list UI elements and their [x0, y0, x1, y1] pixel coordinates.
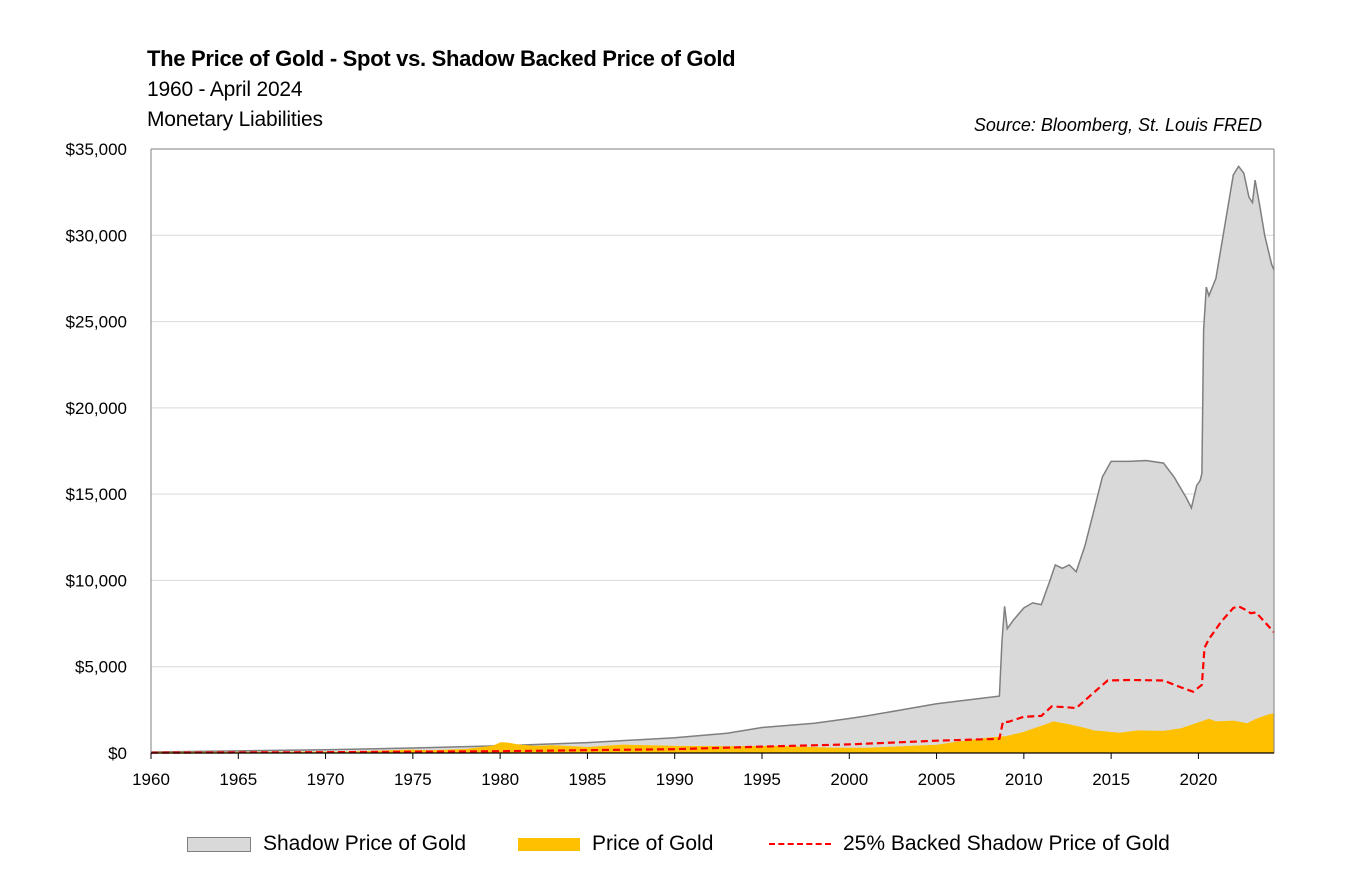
y-tick-label-4: $20,000	[66, 399, 127, 418]
series-shadow-price-area	[151, 166, 1274, 754]
x-tick-label-8: 2000	[830, 770, 868, 789]
x-tick-label-9: 2005	[918, 770, 956, 789]
x-tick-label-12: 2020	[1179, 770, 1217, 789]
x-tick-label-11: 2015	[1092, 770, 1130, 789]
x-tick-label-2: 1970	[307, 770, 345, 789]
source-note: Source: Bloomberg, St. Louis FRED	[973, 115, 1262, 135]
x-tick-label-7: 1995	[743, 770, 781, 789]
y-tick-label-2: $10,000	[66, 571, 127, 590]
x-tick-label-1: 1965	[219, 770, 257, 789]
y-tick-label-6: $30,000	[66, 226, 127, 245]
legend-swatch-backed-price	[769, 843, 831, 845]
chart-subtitle-liabilities: Monetary Liabilities	[147, 108, 323, 131]
series-shadow-price-line	[150, 164, 1275, 753]
legend-label-backed-price: 25% Backed Shadow Price of Gold	[843, 832, 1170, 855]
chart-title: The Price of Gold - Spot vs. Shadow Back…	[147, 46, 736, 71]
chart-subtitle-date-range: 1960 - April 2024	[147, 78, 303, 101]
legend-label-gold-price: Price of Gold	[592, 832, 714, 855]
y-tick-label-1: $5,000	[75, 658, 127, 677]
x-tick-label-3: 1975	[394, 770, 432, 789]
axes	[150, 148, 1275, 759]
legend-item-shadow-price: Shadow Price of Gold	[187, 832, 466, 856]
x-tick-label-0: 1960	[132, 770, 170, 789]
y-tick-label-3: $15,000	[66, 485, 127, 504]
series-layer	[150, 164, 1275, 754]
series-gold-price-area	[150, 713, 1275, 754]
y-tick-label-7: $35,000	[66, 140, 127, 159]
legend-swatch-shadow-price	[187, 836, 251, 852]
x-tick-label-5: 1985	[569, 770, 607, 789]
legend-swatch-gold-price	[518, 837, 580, 851]
legend-item-gold-price: Price of Gold	[518, 832, 713, 856]
y-tick-label-0: $0	[108, 744, 127, 763]
x-tick-label-6: 1990	[656, 770, 694, 789]
series-backed-price-line	[150, 605, 1275, 754]
legend-item-backed-price: 25% Backed Shadow Price of Gold	[769, 832, 1170, 856]
tick-labels: $0 $5,000 $10,000 $15,000 $20,000 $25,000 $30,…	[66, 140, 1218, 789]
x-tick-label-10: 2010	[1005, 770, 1043, 789]
legend: Shadow Price of Gold Price of Gold 25% B…	[0, 832, 1356, 866]
legend-label-shadow-price: Shadow Price of Gold	[263, 832, 467, 855]
x-tick-label-4: 1980	[481, 770, 519, 789]
y-tick-label-5: $25,000	[66, 313, 127, 332]
